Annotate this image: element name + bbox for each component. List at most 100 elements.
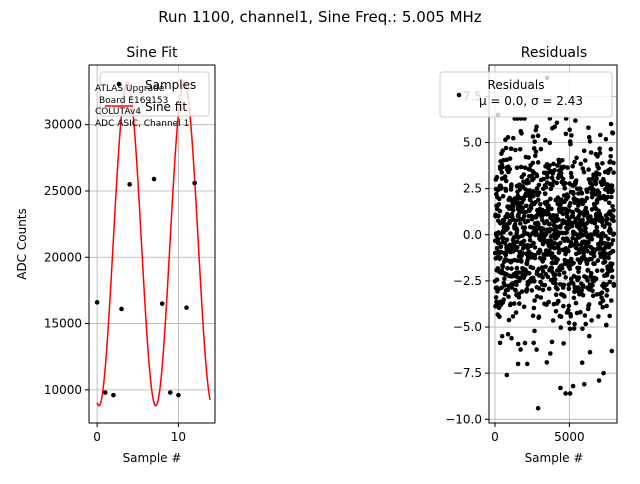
- residual-point: [521, 213, 527, 219]
- residual-point: [519, 131, 524, 136]
- residual-point: [514, 265, 520, 271]
- residual-point: [532, 298, 537, 303]
- residual-point: [512, 222, 518, 227]
- residual-outlier-point: [596, 378, 602, 383]
- residual-point: [576, 265, 582, 271]
- sine-fit-curve: [96, 81, 211, 407]
- residual-point: [525, 246, 531, 251]
- residual-point: [568, 141, 573, 147]
- residual-point: [515, 245, 520, 250]
- residual-point: [610, 188, 615, 194]
- residual-point: [500, 264, 506, 270]
- figure-suptitle: Run 1100, channel1, Sine Freq.: 5.005 MH…: [158, 8, 482, 26]
- residual-point: [525, 218, 531, 224]
- residual-point: [609, 194, 614, 200]
- sample-point: [119, 306, 124, 312]
- residual-point: [587, 333, 592, 339]
- residual-point: [552, 245, 557, 251]
- residual-point: [562, 186, 568, 191]
- residual-point: [497, 314, 502, 320]
- residual-point: [514, 228, 520, 233]
- residual-point: [531, 146, 537, 151]
- sample-point: [127, 182, 132, 187]
- residual-point: [527, 188, 532, 193]
- residual-point: [497, 196, 502, 202]
- residual-point: [596, 190, 602, 195]
- sample-point: [159, 301, 165, 306]
- residual-point: [608, 146, 614, 152]
- residual-point: [545, 199, 550, 205]
- residual-point: [501, 297, 507, 302]
- residual-point: [560, 211, 566, 217]
- residual-point: [604, 288, 610, 293]
- residual-point: [611, 160, 616, 166]
- residual-point: [555, 257, 560, 263]
- residual-point: [546, 286, 552, 292]
- residual-point: [580, 326, 585, 332]
- residual-point: [554, 180, 559, 186]
- residual-point: [536, 190, 542, 195]
- residual-point: [543, 184, 549, 190]
- residual-outlier-point: [558, 385, 563, 391]
- residual-point: [580, 283, 586, 288]
- sine-fit-ylabel: ADC Counts: [15, 208, 29, 280]
- residual-point: [606, 255, 611, 261]
- residual-point: [508, 301, 513, 307]
- residual-point: [611, 218, 616, 224]
- residual-point: [553, 309, 559, 314]
- residual-point: [597, 146, 602, 151]
- residual-point: [508, 146, 514, 151]
- residual-point: [579, 360, 585, 366]
- residual-point: [499, 170, 505, 175]
- residual-point: [565, 194, 571, 199]
- residual-point: [575, 285, 581, 290]
- residual-point: [561, 303, 566, 309]
- sine-fit-ytick-label: 25000: [44, 184, 82, 198]
- residual-point: [600, 217, 606, 223]
- residual-point: [497, 208, 503, 214]
- residual-point: [551, 213, 556, 218]
- residuals-xtick-label: 5000: [554, 430, 585, 444]
- residual-point: [534, 347, 539, 352]
- residual-point: [521, 238, 527, 244]
- residual-point: [592, 261, 597, 267]
- residual-point: [547, 222, 552, 227]
- residual-point: [606, 236, 611, 242]
- residual-point: [523, 272, 528, 278]
- sample-point: [111, 392, 116, 398]
- residual-point: [556, 246, 561, 251]
- residual-point: [611, 208, 616, 213]
- residual-point: [596, 314, 601, 319]
- residual-point: [553, 281, 558, 287]
- residual-point: [541, 226, 546, 232]
- residual-point: [500, 148, 506, 153]
- annotation-line-2: Board E169153: [99, 96, 168, 106]
- sine-fit-title: Sine Fit: [126, 45, 178, 61]
- residual-point: [573, 118, 578, 123]
- residual-point: [529, 288, 535, 293]
- residual-point: [530, 134, 536, 139]
- residual-point: [562, 294, 567, 299]
- sample-point: [151, 176, 157, 182]
- residual-point: [588, 150, 594, 155]
- residual-point: [511, 204, 516, 209]
- residual-point: [509, 182, 514, 187]
- residual-point: [497, 340, 503, 346]
- legend-residuals-line-2: μ = 0.0, σ = 2.43: [479, 94, 583, 108]
- residual-point: [589, 256, 594, 262]
- residual-point: [505, 135, 511, 140]
- residual-point: [554, 213, 559, 218]
- residual-outlier-point: [567, 391, 573, 396]
- residual-point: [498, 244, 504, 250]
- residual-point: [552, 167, 557, 173]
- residual-point: [535, 160, 541, 165]
- sine-fit-ytick-label: 15000: [44, 317, 82, 331]
- residual-point: [541, 176, 546, 182]
- residual-point: [493, 295, 499, 300]
- sine-fit-ytick-label: 20000: [44, 250, 82, 264]
- residual-point: [549, 251, 555, 256]
- residual-point: [600, 305, 605, 310]
- residual-point: [531, 305, 537, 311]
- residuals-ytick-label: 5.0: [463, 136, 482, 150]
